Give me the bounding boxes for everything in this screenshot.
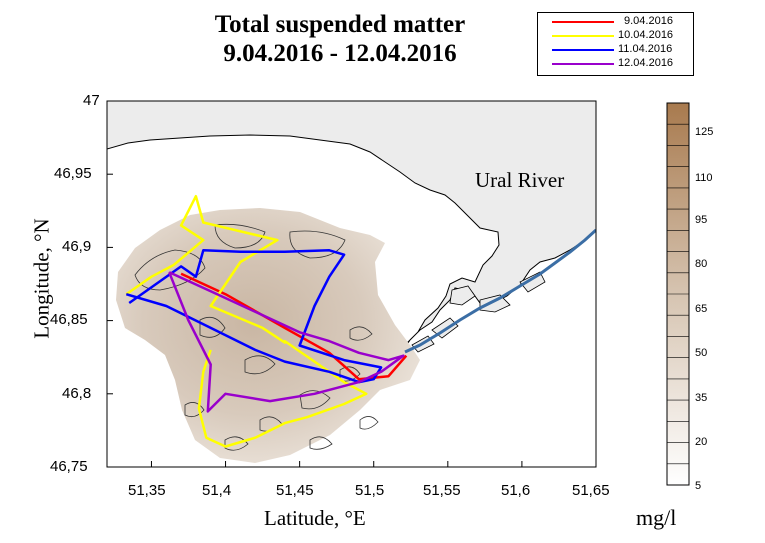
delta-island [449,285,476,306]
legend-item-1: 10.04.2016 [538,29,693,43]
legend-item-2: 11.04.2016 [538,43,693,57]
ural-river [404,228,596,354]
colorbar-tick-label: 20 [695,436,708,448]
track-10-04-2016 [125,194,368,448]
x-tick-label: 51,6 [501,482,531,499]
colorbar-tick-label: 65 [695,303,708,315]
colorbar-tick-label: 125 [695,126,714,138]
y-tick-label: 47 [83,92,100,109]
legend-label-0: 9.04.2016 [624,15,673,27]
legend: 9.04.2016 10.04.2016 11.04.2016 12.04.20… [537,12,694,76]
colorbar-tick-label: 110 [695,172,713,184]
colorbar-tick-label: 80 [695,258,708,270]
legend-swatch-2 [552,49,614,51]
legend-label-1: 10.04.2016 [618,29,674,41]
chart-title: Total suspended matter 9.04.2016 - 12.04… [150,10,530,68]
colorbar-tick-label: 35 [695,392,708,404]
title-line-2: 9.04.2016 - 12.04.2016 [223,40,457,67]
y-axis-label: Longitude, °N [29,218,54,339]
x-tick-label: 51,35 [128,482,166,499]
title-line-1: Total suspended matter [214,11,466,38]
legend-swatch-3 [552,63,614,65]
colorbar-tick-label: 95 [695,214,708,226]
legend-swatch-0 [552,21,614,23]
y-tick-label: 46,8 [62,385,92,402]
y-tick-label: 46,95 [54,165,92,182]
colorbar-tick-label: 50 [695,347,708,359]
legend-label-3: 12.04.2016 [618,57,674,69]
x-tick-label: 51,5 [355,482,385,499]
track-12-04-2016 [168,271,405,413]
colorbar-tick-label: 5 [695,480,702,492]
colorbar-unit-label: mg/l [636,505,677,530]
x-tick-label: 51,4 [202,482,232,499]
track-9-04-2016 [180,272,408,381]
x-tick-label: 51,55 [423,482,461,499]
legend-item-3: 12.04.2016 [538,57,693,71]
legend-swatch-1 [552,35,614,37]
y-tick-label: 46,9 [62,238,92,255]
x-tick-marks [150,461,597,467]
y-tick-label: 46,85 [50,311,88,328]
delta-island [519,271,546,293]
x-axis-label: Latitude, °E [264,506,366,530]
y-tick-label: 46,75 [50,458,88,475]
legend-label-2: 11.04.2016 [618,43,673,55]
plot-frame [106,100,597,468]
track-11-04-2016 [125,249,383,384]
colorbar-tick-marks [667,102,689,486]
survey-tracks [125,194,408,448]
y-tick-marks [107,100,113,468]
legend-item-0: 9.04.2016 [538,15,693,29]
river-label: Ural River [475,168,565,192]
x-tick-label: 51,65 [572,482,610,499]
tsm-plume [116,208,420,463]
x-tick-label: 51,45 [276,482,314,499]
